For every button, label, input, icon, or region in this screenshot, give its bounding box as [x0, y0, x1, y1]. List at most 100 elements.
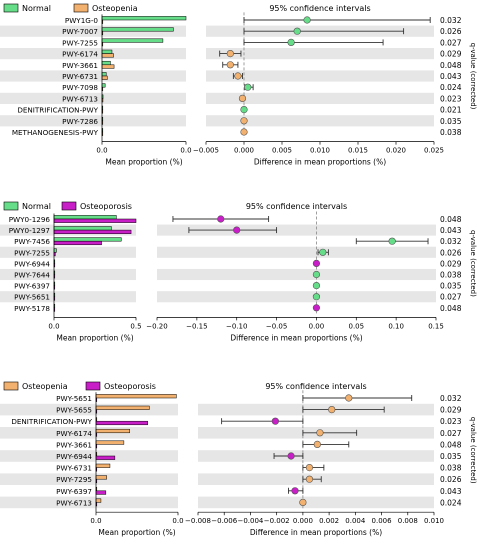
tick-label: 0.025: [424, 147, 444, 155]
x-axis-label: Difference in mean proportions (%): [254, 158, 386, 167]
x-axis-label: Mean proportion (%): [98, 528, 175, 537]
feature-label: PWY-5651: [56, 394, 92, 403]
row-stripe: [206, 92, 434, 104]
legend-swatch: [3, 201, 19, 211]
q-value: 0.029: [440, 50, 462, 59]
row-stripe: [0, 427, 178, 439]
row-stripe: [206, 115, 434, 127]
q-value: 0.043: [440, 487, 462, 496]
feature-label: PWY-7286: [62, 117, 98, 126]
proportion-bar: [95, 440, 125, 445]
proportion-bar: [101, 75, 108, 80]
q-value: 0.032: [440, 16, 462, 25]
proportion-bar: [101, 49, 113, 54]
q-value: 0.029: [440, 259, 462, 268]
feature-label: PWY-7295: [56, 475, 92, 484]
difference-point: [226, 49, 234, 58]
legend-label: Osteoporosis: [104, 382, 156, 391]
tick-label: −0.20: [146, 322, 167, 330]
tick-label: 0.00: [309, 322, 325, 330]
difference-point: [217, 215, 225, 223]
proportion-bar: [53, 229, 132, 234]
proportion-bar: [95, 394, 177, 399]
chart-panel-3: Osteopenia Osteoporosis 95% confidence int…: [0, 381, 477, 537]
q-value: 0.032: [440, 237, 462, 246]
feature-label: PWY-6174: [56, 429, 92, 438]
q-value: 0.048: [440, 304, 462, 313]
difference-point: [319, 248, 327, 256]
tick-label: 0.010: [310, 147, 330, 155]
feature-label: PWY-7644: [14, 271, 50, 280]
tick-label: 0.002: [319, 517, 339, 525]
row-stripe: [0, 115, 186, 127]
proportion-bar: [95, 428, 130, 434]
feature-label: PWY-7098: [62, 83, 98, 92]
tick-label: 0.0: [180, 147, 191, 155]
proportion-bar: [53, 218, 137, 223]
legend-label: Osteoporosis: [80, 202, 132, 211]
q-value-axis-label: q-value (corrected): [469, 43, 477, 110]
proportion-bar: [101, 64, 115, 69]
difference-point: [234, 72, 242, 80]
tick-label: 0.005: [272, 147, 292, 155]
tick-label: 0.020: [386, 147, 406, 155]
difference-point: [305, 475, 314, 483]
legend-label: Normal: [22, 4, 51, 13]
feature-label: PWY1G-0: [65, 16, 99, 25]
q-value: 0.043: [440, 72, 462, 81]
row-stripe: [0, 92, 186, 104]
proportion-bar: [101, 16, 187, 21]
q-value: 0.035: [440, 117, 462, 126]
difference-point: [287, 38, 295, 47]
row-stripe: [0, 25, 186, 37]
row-stripe: [0, 48, 186, 60]
feature-label: PWY-6397: [56, 487, 92, 496]
q-value: 0.038: [440, 128, 462, 137]
chart-panel-2: Normal Osteoporosis 95% confidence interva…: [0, 201, 477, 342]
legend-swatch: [61, 201, 77, 211]
x-axis-label: Difference in mean proportions (%): [230, 333, 362, 342]
x-axis-label: Mean proportion (%): [105, 158, 182, 167]
proportion-bar: [53, 240, 102, 246]
q-value: 0.023: [440, 417, 462, 426]
difference-point: [240, 128, 248, 136]
q-value: 0.048: [440, 215, 462, 224]
row-stripe: [0, 473, 178, 485]
row-stripe: [157, 224, 436, 236]
feature-label: PWY-6174: [62, 50, 98, 59]
legend-label: Osteopenia: [92, 4, 138, 13]
proportion-bar: [101, 83, 106, 88]
proportion-bar: [101, 27, 174, 32]
q-value: 0.023: [440, 94, 462, 103]
difference-point: [233, 226, 241, 234]
q-value: 0.024: [440, 498, 462, 507]
tick-label: 0.008: [398, 517, 418, 525]
feature-label: PWY-7255: [62, 38, 98, 47]
feature-label: DENITRIFICATION-PWY: [11, 417, 92, 426]
proportion-bar: [53, 226, 112, 231]
feature-label: PWY-3661: [56, 440, 92, 449]
difference-point: [244, 83, 252, 91]
x-axis-label: Mean proportion (%): [56, 333, 133, 342]
feature-label: METHANOGENESIS-PWY: [12, 128, 99, 137]
proportion-bar: [95, 498, 102, 503]
feature-label: DENITRIFICATION-PWY: [17, 106, 98, 115]
row-stripe: [0, 291, 136, 303]
difference-point: [312, 282, 321, 290]
feature-label: PWY-6944: [56, 452, 92, 461]
tick-label: 0.000: [234, 147, 254, 155]
q-value: 0.026: [440, 27, 462, 36]
feature-label: PWY-6713: [62, 94, 98, 103]
difference-point: [345, 394, 353, 402]
tick-label: 0.010: [424, 517, 444, 525]
feature-label: PWY0-1296: [9, 215, 51, 224]
difference-point: [312, 293, 321, 301]
legend-swatch: [73, 3, 89, 13]
q-value-axis-label: q-value (corrected): [469, 230, 477, 297]
difference-point: [226, 61, 234, 69]
chart-title: 95% confidence intervals: [269, 4, 370, 13]
q-value: 0.021: [440, 106, 462, 115]
feature-label: PWY-7456: [14, 237, 50, 246]
legend-label: Osteopenia: [22, 382, 68, 391]
legend-swatch: [3, 381, 19, 391]
